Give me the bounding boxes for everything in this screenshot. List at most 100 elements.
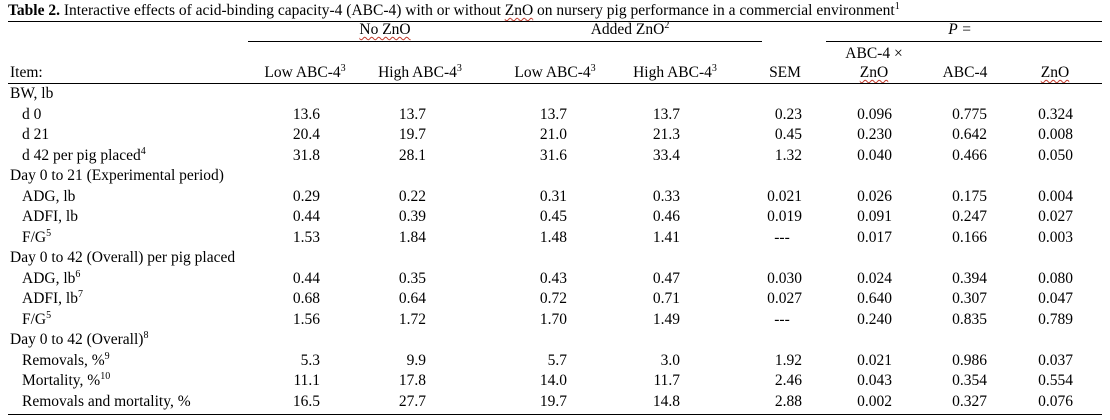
row-label: ADG, lb xyxy=(22,187,76,205)
col-interaction-line1: ABC-4 × xyxy=(845,45,903,62)
group-no-zno: No ZnO xyxy=(359,21,411,38)
cell-sem: 0.23 xyxy=(774,105,802,123)
cell-p-abc4: 0.835 xyxy=(952,310,987,328)
col-item: Item: xyxy=(10,64,43,81)
cell-sem: --- xyxy=(774,228,790,246)
row-label: Removals, %9 xyxy=(22,350,110,369)
cell-low-abc-zno: 0.43 xyxy=(539,269,567,287)
cell-low-abc-nozno: 0.44 xyxy=(292,269,320,287)
cell-p-interaction: 0.096 xyxy=(857,105,892,123)
col-interaction-line2: ZnO xyxy=(859,64,889,81)
cell-low-abc-nozno: 5.3 xyxy=(300,351,320,369)
row-label: Day 0 to 42 (Overall)8 xyxy=(10,329,149,348)
cell-sem: 1.32 xyxy=(774,146,802,164)
row-label: ADFI, lb7 xyxy=(22,288,83,307)
title-footnote: 1 xyxy=(894,0,900,12)
cell-low-abc-zno: 21.0 xyxy=(539,126,567,143)
cell-high-abc-nozno: 27.7 xyxy=(398,392,426,410)
cell-p-abc4: 0.394 xyxy=(952,269,987,287)
cell-high-abc-nozno: 1.72 xyxy=(398,310,426,328)
cell-high-abc-zno: 3.0 xyxy=(660,351,680,369)
cell-sem: 0.030 xyxy=(767,269,802,287)
cell-high-abc-nozno: 0.22 xyxy=(398,187,426,205)
cell-low-abc-zno: 13.7 xyxy=(539,105,567,123)
cell-p-zno: 0.076 xyxy=(1038,392,1073,410)
cell-p-interaction: 0.043 xyxy=(857,372,892,389)
cell-high-abc-zno: 11.7 xyxy=(653,372,680,389)
cell-p-zno: 0.554 xyxy=(1038,372,1073,389)
title-text: Interactive effects of acid-binding capa… xyxy=(59,2,505,19)
header-rule xyxy=(8,83,1102,84)
row-label: Day 0 to 42 (Overall) per pig placed xyxy=(10,249,236,266)
group-added-zno: Added ZnO2 xyxy=(590,19,670,38)
added-zno-rule xyxy=(497,41,762,42)
p-value-rule xyxy=(826,41,1102,42)
cell-low-abc-zno: 1.70 xyxy=(539,310,567,328)
cell-high-abc-nozno: 0.64 xyxy=(398,290,426,307)
row-label: Day 0 to 21 (Experimental period) xyxy=(10,167,224,184)
group-p-value: P = xyxy=(948,21,972,38)
cell-p-interaction: 0.021 xyxy=(857,351,892,369)
row-label: ADG, lb6 xyxy=(22,268,81,287)
cell-p-zno: 0.008 xyxy=(1038,126,1073,143)
table-title: Table 2. Interactive effects of acid-bin… xyxy=(8,0,900,20)
cell-low-abc-zno: 19.7 xyxy=(539,392,567,410)
cell-low-abc-nozno: 1.56 xyxy=(292,310,320,328)
row-label: d 21 xyxy=(22,126,50,143)
cell-p-abc4: 0.466 xyxy=(952,146,987,164)
cell-low-abc-zno: 0.31 xyxy=(539,187,567,205)
row-label: ADFI, lb xyxy=(22,208,78,225)
cell-high-abc-zno: 13.7 xyxy=(652,105,680,123)
top-rule xyxy=(8,21,1102,22)
cell-low-abc-nozno: 1.53 xyxy=(292,228,320,246)
cell-p-interaction: 0.017 xyxy=(857,228,892,246)
cell-sem: 1.92 xyxy=(774,351,802,369)
cell-p-zno: 0.004 xyxy=(1038,187,1073,205)
cell-low-abc-zno: 0.45 xyxy=(539,208,567,225)
cell-low-abc-zno: 1.48 xyxy=(539,228,567,246)
cell-p-zno: 0.080 xyxy=(1038,269,1073,287)
cell-high-abc-zno: 1.49 xyxy=(652,310,680,328)
row-label: F/G5 xyxy=(22,227,52,246)
cell-p-abc4: 0.247 xyxy=(952,208,987,225)
row-label: Mortality, %10 xyxy=(22,370,111,389)
cell-low-abc-zno: 0.72 xyxy=(539,290,567,307)
no-zno-rule xyxy=(248,41,510,42)
row-label: d 0 xyxy=(22,105,42,123)
cell-p-zno: 0.047 xyxy=(1038,290,1073,307)
col-abc4: ABC-4 xyxy=(942,64,988,81)
cell-sem: 0.45 xyxy=(774,126,802,143)
cell-high-abc-zno: 0.47 xyxy=(652,269,680,287)
cell-high-abc-zno: 0.33 xyxy=(652,187,680,205)
cell-p-interaction: 0.040 xyxy=(857,146,892,164)
cell-high-abc-zno: 0.46 xyxy=(652,208,680,225)
cell-sem: 0.027 xyxy=(767,290,802,307)
cell-p-zno: 0.003 xyxy=(1038,228,1073,246)
cell-low-abc-nozno: 16.5 xyxy=(292,392,320,410)
title-zno: ZnO xyxy=(504,2,534,19)
cell-p-zno: 0.027 xyxy=(1038,208,1073,225)
row-label: d 42 per pig placed4 xyxy=(22,145,146,164)
cell-sem: 0.021 xyxy=(767,187,802,205)
row-label: Removals and mortality, % xyxy=(22,392,191,410)
table-label: Table 2. xyxy=(8,2,60,19)
col-low-abc-zno: Low ABC-43 xyxy=(514,62,596,81)
col-sem: SEM xyxy=(769,64,801,81)
col-low-abc-nozno: Low ABC-43 xyxy=(264,62,346,81)
cell-sem: 2.88 xyxy=(774,392,802,410)
cell-high-abc-zno: 1.41 xyxy=(652,228,680,246)
cell-p-abc4: 0.327 xyxy=(952,392,987,410)
cell-low-abc-nozno: 0.44 xyxy=(292,208,320,225)
cell-p-interaction: 0.002 xyxy=(857,392,892,410)
col-high-abc-nozno: High ABC-43 xyxy=(378,62,462,81)
cell-high-abc-zno: 14.8 xyxy=(652,392,680,410)
cell-low-abc-zno: 31.6 xyxy=(539,146,567,164)
cell-low-abc-zno: 14.0 xyxy=(539,372,567,389)
cell-high-abc-zno: 21.3 xyxy=(652,126,680,143)
cell-high-abc-nozno: 13.7 xyxy=(398,105,426,123)
col-zno: ZnO xyxy=(1040,64,1070,81)
cell-p-interaction: 0.230 xyxy=(857,126,892,143)
cell-p-zno: 0.789 xyxy=(1038,310,1073,328)
cell-low-abc-nozno: 31.8 xyxy=(292,146,320,164)
cell-p-abc4: 0.175 xyxy=(952,187,987,205)
